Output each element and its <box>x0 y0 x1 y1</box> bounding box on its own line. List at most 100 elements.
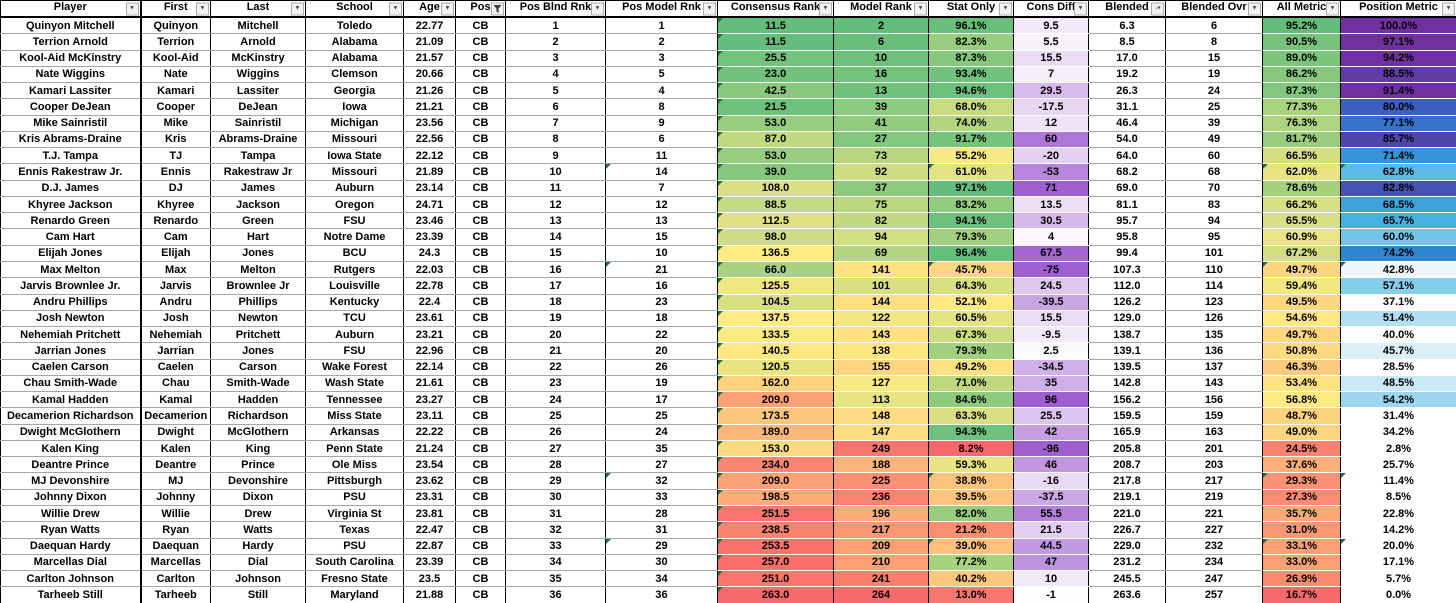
cell-first[interactable]: Marcellas <box>139 554 211 572</box>
cell-stat_only[interactable]: 91.7% <box>928 131 1014 149</box>
cell-pos_model[interactable]: 18 <box>605 310 718 328</box>
cell-model_rank[interactable]: 75 <box>833 196 929 214</box>
cell-pos_blnd[interactable]: 21 <box>505 342 606 360</box>
cell-last[interactable]: Phillips <box>210 294 306 311</box>
cell-cons_diff[interactable]: -1 <box>1013 586 1089 603</box>
cell-pos_model[interactable]: 30 <box>605 554 718 572</box>
cell-all_metric[interactable]: 24.5% <box>1262 440 1341 458</box>
cell-blended[interactable]: 229.0 <box>1088 538 1166 555</box>
cell-cons_diff[interactable]: -34.5 <box>1013 359 1089 376</box>
cell-pos_blnd[interactable]: 32 <box>505 521 606 539</box>
cell-pos[interactable]: CB <box>455 505 506 523</box>
cell-pos_model[interactable]: 14 <box>605 163 718 181</box>
cell-position_metric[interactable]: 25.7% <box>1340 456 1456 474</box>
cell-school[interactable]: South Carolina <box>305 554 404 572</box>
cell-last[interactable]: Melton <box>210 261 306 279</box>
cell-blended_ovr[interactable]: 19 <box>1165 66 1263 84</box>
cell-position_metric[interactable]: 28.5% <box>1340 359 1456 376</box>
cell-stat_only[interactable]: 52.1% <box>928 294 1014 311</box>
cell-first[interactable]: Nate <box>139 66 211 84</box>
cell-first[interactable]: Kamal <box>139 391 211 409</box>
cell-school[interactable]: Oregon <box>305 196 404 214</box>
cell-last[interactable]: Carson <box>210 359 306 376</box>
cell-player[interactable]: Elijah Jones <box>0 245 141 262</box>
cell-model_rank[interactable]: 41 <box>833 115 929 132</box>
cell-stat_only[interactable]: 67.3% <box>928 326 1014 344</box>
cell-blended[interactable]: 226.7 <box>1088 521 1166 539</box>
cell-blended[interactable]: 17.0 <box>1088 50 1166 67</box>
cell-school[interactable]: Iowa <box>305 98 404 116</box>
cell-pos_blnd[interactable]: 33 <box>505 538 606 555</box>
cell-blended_ovr[interactable]: 221 <box>1165 505 1263 523</box>
cell-model_rank[interactable]: 217 <box>833 521 929 539</box>
cell-age[interactable]: 24.71 <box>403 196 456 214</box>
cell-pos_blnd[interactable]: 18 <box>505 294 606 311</box>
cell-blended_ovr[interactable]: 101 <box>1165 245 1263 262</box>
cell-school[interactable]: Alabama <box>305 50 404 67</box>
cell-model_rank[interactable]: 2 <box>833 17 929 35</box>
cell-player[interactable]: Cam Hart <box>0 228 141 246</box>
cell-last[interactable]: McGlothern <box>210 424 306 441</box>
cell-pos[interactable]: CB <box>455 245 506 262</box>
cell-all_metric[interactable]: 35.7% <box>1262 505 1341 523</box>
cell-age[interactable]: 23.46 <box>403 212 456 230</box>
cell-last[interactable]: Wiggins <box>210 66 306 84</box>
cell-last[interactable]: Mitchell <box>210 17 306 35</box>
cell-position_metric[interactable]: 77.1% <box>1340 115 1456 132</box>
cell-model_rank[interactable]: 69 <box>833 245 929 262</box>
cell-pos[interactable]: CB <box>455 212 506 230</box>
cell-blended_ovr[interactable]: 83 <box>1165 196 1263 214</box>
cell-player[interactable]: Carlton Johnson <box>0 570 141 588</box>
filter-dropdown-icon[interactable]: ▼ <box>1326 2 1339 15</box>
cell-pos_model[interactable]: 23 <box>605 294 718 311</box>
cell-blended[interactable]: 126.2 <box>1088 294 1166 311</box>
cell-last[interactable]: Richardson <box>210 407 306 425</box>
cell-school[interactable]: Ole Miss <box>305 456 404 474</box>
filter-funnel-icon[interactable] <box>491 2 504 15</box>
column-header-cons_diff[interactable]: Cons Diff ▼ <box>1013 0 1089 18</box>
cell-all_metric[interactable]: 49.7% <box>1262 326 1341 344</box>
cell-pos_model[interactable]: 20 <box>605 342 718 360</box>
cell-player[interactable]: Andru Phillips <box>0 294 141 311</box>
cell-last[interactable]: Brownlee Jr <box>210 277 306 295</box>
cell-blended[interactable]: 142.8 <box>1088 375 1166 393</box>
cell-model_rank[interactable]: 155 <box>833 359 929 376</box>
cell-cons_diff[interactable]: 71 <box>1013 180 1089 197</box>
cell-blended_ovr[interactable]: 126 <box>1165 310 1263 328</box>
cell-pos[interactable]: CB <box>455 228 506 246</box>
cell-blended_ovr[interactable]: 137 <box>1165 359 1263 376</box>
cell-stat_only[interactable]: 61.0% <box>928 163 1014 181</box>
cell-age[interactable]: 21.26 <box>403 82 456 100</box>
cell-stat_only[interactable]: 60.5% <box>928 310 1014 328</box>
cell-last[interactable]: Still <box>210 586 306 603</box>
cell-stat_only[interactable]: 77.2% <box>928 554 1014 572</box>
cell-last[interactable]: Green <box>210 212 306 230</box>
cell-school[interactable]: Maryland <box>305 586 404 603</box>
column-header-player[interactable]: Player ▼ <box>0 0 141 18</box>
column-header-model_rank[interactable]: Model Rank ▼ <box>833 0 929 18</box>
cell-school[interactable]: Texas <box>305 521 404 539</box>
cell-cons_diff[interactable]: 55.5 <box>1013 505 1089 523</box>
cell-pos_blnd[interactable]: 15 <box>505 245 606 262</box>
cell-all_metric[interactable]: 62.0% <box>1262 163 1341 181</box>
cell-cons_diff[interactable]: 67.5 <box>1013 245 1089 262</box>
cell-cons_diff[interactable]: 47 <box>1013 554 1089 572</box>
cell-blended[interactable]: 64.0 <box>1088 147 1166 165</box>
cell-pos_model[interactable]: 7 <box>605 180 718 197</box>
cell-first[interactable]: Nehemiah <box>139 326 211 344</box>
cell-pos_model[interactable]: 17 <box>605 391 718 409</box>
cell-first[interactable]: Johnny <box>139 489 211 506</box>
cell-age[interactable]: 23.31 <box>403 489 456 506</box>
cell-player[interactable]: Nehemiah Pritchett <box>0 326 141 344</box>
cell-model_rank[interactable]: 92 <box>833 163 929 181</box>
cell-pos_model[interactable]: 32 <box>605 472 718 490</box>
cell-pos[interactable]: CB <box>455 456 506 474</box>
cell-pos_blnd[interactable]: 7 <box>505 115 606 132</box>
cell-pos[interactable]: CB <box>455 391 506 409</box>
cell-all_metric[interactable]: 49.7% <box>1262 261 1341 279</box>
column-header-first[interactable]: First ▼ <box>139 0 211 18</box>
cell-stat_only[interactable]: 63.3% <box>928 407 1014 425</box>
cell-school[interactable]: Auburn <box>305 180 404 197</box>
cell-position_metric[interactable]: 40.0% <box>1340 326 1456 344</box>
cell-model_rank[interactable]: 225 <box>833 472 929 490</box>
